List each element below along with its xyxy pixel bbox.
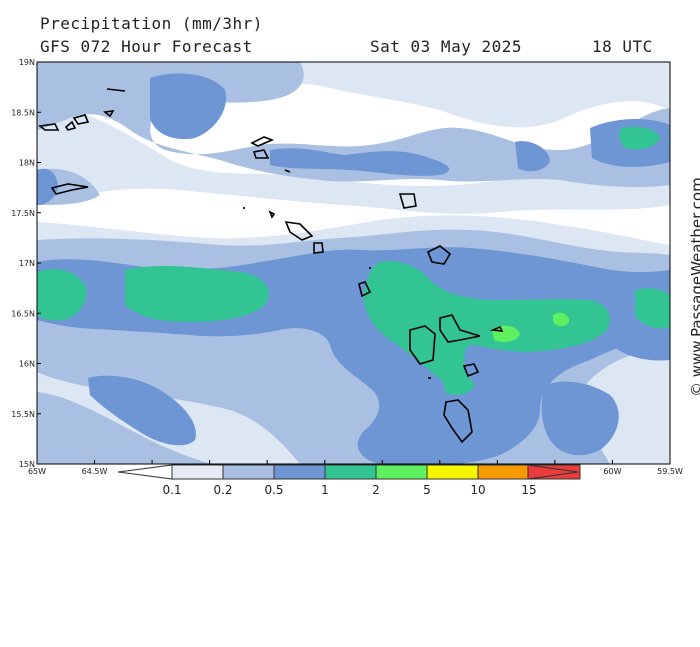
lon-tick-label: 59.5W	[657, 467, 683, 476]
forecast-date: Sat 03 May 2025	[370, 37, 522, 56]
latitude-axis: 19N 18.5N 18N 17.5N 17N 16.5N 16N 15.5N 15N	[11, 58, 35, 469]
axis-ticks	[36, 61, 671, 465]
colorbar-label: 2	[372, 483, 380, 497]
precipitation-map: 65W64.5W64W63.5W63W62.5W62W61.5W61W60.5W…	[11, 58, 683, 497]
lat-tick-label: 15N	[19, 460, 35, 469]
credit-text: © www.PassageWeather.com	[688, 177, 700, 397]
lat-tick-label: 15.5N	[11, 410, 35, 419]
colorbar-cell	[426, 464, 479, 480]
colorbar-cell	[273, 464, 326, 480]
lat-tick-label: 19N	[19, 58, 35, 67]
colorbar-label: 0.2	[213, 483, 232, 497]
colorbar-label: 15	[521, 483, 536, 497]
forecast-time: 18 UTC	[592, 37, 653, 56]
lat-tick-label: 16.5N	[11, 309, 35, 318]
colorbar-cell	[477, 464, 530, 480]
colorbar-high-arrow	[527, 464, 579, 480]
lat-tick-label: 17.5N	[11, 209, 35, 218]
lon-tick-label: 64.5W	[82, 467, 108, 476]
colorbar-cell	[375, 464, 428, 480]
lat-tick-label: 18.5N	[11, 108, 35, 117]
lat-tick-label: 17N	[19, 259, 35, 268]
precip-green-areas	[37, 126, 670, 396]
colorbar-label: 0.1	[162, 483, 181, 497]
forecast-subtitle: GFS 072 Hour Forecast	[40, 37, 253, 56]
lon-tick-label: 65W	[28, 467, 46, 476]
lon-tick-label: 60W	[603, 467, 621, 476]
colorbar-cell	[324, 464, 377, 480]
lat-tick-label: 18N	[19, 159, 35, 168]
colorbar-cell	[222, 464, 275, 480]
credit-container: © www.PassageWeather.com	[678, 177, 700, 647]
colorbar-label: 5	[423, 483, 431, 497]
precip-bright-areas	[492, 312, 570, 342]
chart-title: Precipitation (mm/3hr)	[40, 14, 263, 33]
precip-field	[37, 62, 670, 464]
colorbar-legend: 0.1 0.2 0.5 1 2 5 10 15	[117, 464, 581, 497]
colorbar-label: 1	[321, 483, 329, 497]
colorbar-label: 0.5	[264, 483, 283, 497]
coastlines	[38, 88, 504, 444]
colorbar-cell	[171, 464, 224, 480]
lat-tick-label: 16N	[19, 360, 35, 369]
colorbar-label: 10	[470, 483, 485, 497]
